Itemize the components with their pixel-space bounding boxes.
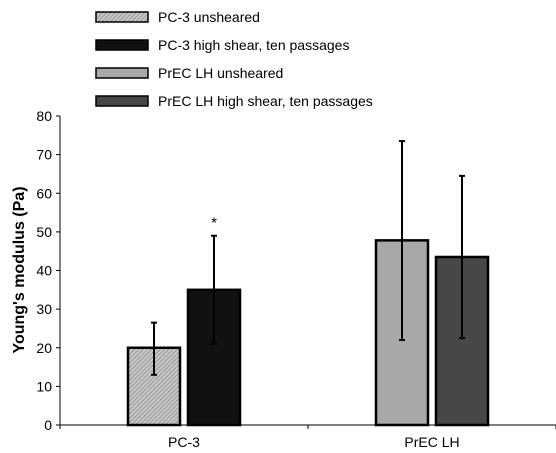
bars [126, 239, 490, 427]
legend-swatch [95, 67, 149, 79]
y-tick-label: 0 [44, 417, 52, 433]
y-tick-label: 50 [36, 224, 52, 240]
legend-label: PC-3 unsheared [158, 9, 260, 25]
y-tick-label: 20 [36, 340, 52, 356]
y-tick-label: 10 [36, 378, 52, 394]
legend-label: PC-3 high shear, ten passages [158, 37, 349, 53]
error-bars [151, 140, 465, 376]
legend: PC-3 unsheared PC-3 high shear, ten passa… [95, 9, 373, 109]
significance-marker: * [211, 215, 217, 232]
y-tick-label: 40 [36, 263, 52, 279]
x-tick-label: PC-3 [168, 434, 200, 450]
annotations: * [211, 215, 217, 232]
legend-swatch [95, 95, 149, 107]
legend-swatch [95, 11, 149, 23]
y-tick-label: 70 [36, 147, 52, 163]
x-tick-label: PrEC LH [404, 434, 459, 450]
y-axis-ticks: 0 10 20 30 40 50 60 70 80 [36, 108, 60, 433]
y-tick-label: 80 [36, 108, 52, 124]
y-tick-label: 30 [36, 301, 52, 317]
legend-label: PrEC LH unsheared [158, 65, 283, 81]
y-tick-label: 60 [36, 185, 52, 201]
legend-swatch [95, 39, 149, 51]
y-axis-label: Young's modulus (Pa) [11, 186, 28, 353]
x-axis-ticks: PC-3 PrEC LH [59, 425, 556, 450]
legend-label: PrEC LH high shear, ten passages [158, 93, 373, 109]
